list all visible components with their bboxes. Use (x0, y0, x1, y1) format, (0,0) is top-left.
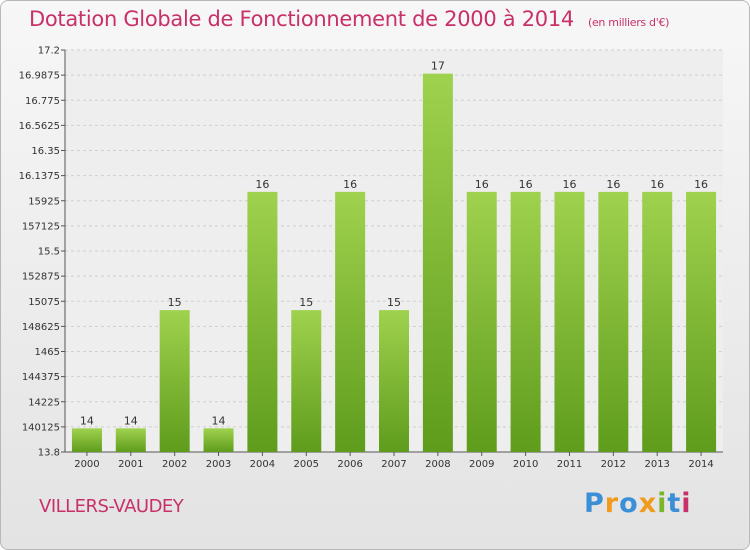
bar-2007 (379, 310, 409, 452)
y-tick-label: 15075 (28, 297, 60, 308)
y-tick-label: 16.775 (25, 96, 60, 107)
y-tick-label: 16.35 (31, 146, 60, 157)
value-label-2013: 16 (650, 178, 664, 191)
x-tick-label-2003: 2003 (206, 459, 231, 470)
bar-2002 (159, 310, 190, 452)
x-tick-label-2006: 2006 (337, 459, 362, 470)
bar-2005 (291, 310, 322, 452)
y-tick-label: 15925 (28, 196, 60, 207)
logo-letter: t (667, 488, 682, 519)
bar-2009 (466, 191, 497, 452)
x-tick-label-2011: 2011 (557, 459, 582, 470)
y-tick-label: 17.2 (38, 46, 60, 57)
value-label-2003: 14 (212, 414, 226, 427)
logo-letter: o (619, 488, 639, 519)
bar-2014 (686, 191, 717, 452)
value-label-2000: 14 (80, 414, 94, 427)
value-label-2002: 15 (168, 296, 182, 309)
value-label-2004: 16 (255, 178, 269, 191)
value-label-2007: 15 (387, 296, 401, 309)
commune-name: VILLERS-VAUDEY (39, 496, 184, 517)
y-tick-label: 1465 (35, 347, 60, 358)
y-tick-label: 152875 (22, 272, 60, 283)
x-tick-label-2013: 2013 (644, 459, 669, 470)
bar-2001 (115, 428, 146, 452)
y-tick-label: 16.9875 (19, 71, 60, 82)
y-tick-label: 148625 (22, 322, 60, 333)
value-label-2009: 16 (475, 178, 489, 191)
logo-letter: r (604, 488, 620, 519)
x-tick-label-2007: 2007 (381, 459, 406, 470)
bar-2008 (422, 73, 453, 452)
x-tick-label-2012: 2012 (601, 459, 626, 470)
value-label-2012: 16 (606, 178, 620, 191)
bar-2010 (510, 191, 541, 452)
bar-2003 (203, 428, 234, 452)
bar-2004 (247, 191, 278, 452)
value-label-2010: 16 (519, 178, 533, 191)
logo-letter: x (638, 488, 658, 519)
x-tick-label-2004: 2004 (250, 459, 275, 470)
y-tick-label: 140125 (22, 422, 60, 433)
bar-2011 (554, 191, 585, 452)
chart-title-text: Dotation Globale de Fonctionnement de 20… (29, 7, 574, 31)
logo-letter: i (657, 488, 668, 519)
x-tick-label-2001: 2001 (118, 459, 143, 470)
y-tick-label: 16.1375 (19, 171, 60, 182)
y-tick-label: 13.8 (38, 448, 60, 459)
value-label-2005: 15 (299, 296, 313, 309)
proxiti-logo: Proxiti (584, 488, 692, 519)
value-label-2001: 14 (124, 414, 138, 427)
x-tick-label-2010: 2010 (513, 459, 538, 470)
bar-2000 (71, 428, 102, 452)
logo-letter: P (584, 488, 605, 519)
bar-2006 (335, 191, 366, 452)
value-label-2006: 16 (343, 178, 357, 191)
y-tick-label: 16.5625 (19, 121, 60, 132)
unit-note: (en milliers d'€) (587, 16, 670, 29)
value-label-2011: 16 (562, 178, 576, 191)
y-tick-label: 144375 (22, 372, 60, 383)
x-tick-label-2008: 2008 (425, 459, 450, 470)
bar-2012 (598, 191, 629, 452)
x-tick-label-2005: 2005 (294, 459, 319, 470)
x-tick-label-2009: 2009 (469, 459, 494, 470)
bar-2013 (642, 191, 673, 452)
value-label-2008: 17 (431, 60, 445, 73)
y-tick-label: 157125 (22, 221, 60, 232)
y-tick-label: 15.5 (38, 247, 60, 258)
chart-title: Dotation Globale de Fonctionnement de 20… (29, 7, 669, 31)
x-tick-label-2014: 2014 (688, 459, 713, 470)
y-tick-label: 14225 (28, 397, 60, 408)
x-tick-label-2000: 2000 (74, 459, 99, 470)
value-label-2014: 16 (694, 178, 708, 191)
x-tick-label-2002: 2002 (162, 459, 187, 470)
logo-letter: i (681, 488, 692, 519)
